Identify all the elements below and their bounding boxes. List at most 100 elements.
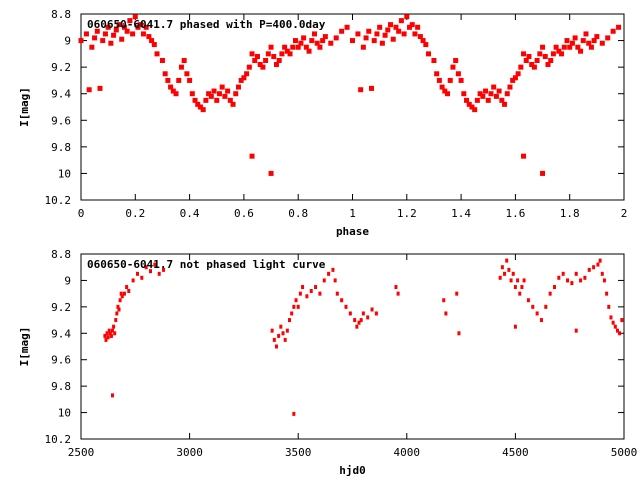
y-tick-label: 9 xyxy=(64,274,71,287)
data-point xyxy=(143,24,149,30)
data-point xyxy=(322,34,328,40)
data-point xyxy=(108,331,112,336)
data-point xyxy=(509,278,513,283)
data-point xyxy=(344,24,350,30)
data-point xyxy=(596,262,600,267)
data-point xyxy=(92,35,98,41)
x-tick-label: 1.8 xyxy=(560,207,580,220)
data-point xyxy=(127,18,133,24)
data-point xyxy=(105,331,109,336)
data-point xyxy=(252,58,258,63)
y-tick-label: 10 xyxy=(58,167,71,180)
data-point xyxy=(548,291,552,296)
data-point xyxy=(586,40,592,46)
data-point xyxy=(140,275,144,280)
data-point xyxy=(120,294,124,299)
data-point xyxy=(119,36,125,42)
plot-frame xyxy=(80,253,625,440)
y-tick-label: 10.2 xyxy=(45,194,72,207)
data-point xyxy=(105,24,111,30)
data-point xyxy=(279,51,285,57)
data-point xyxy=(146,34,152,40)
data-point xyxy=(374,311,378,316)
data-point xyxy=(200,107,206,113)
data-point xyxy=(149,269,153,274)
data-point xyxy=(162,267,166,272)
data-point xyxy=(457,331,461,336)
data-point xyxy=(111,32,117,38)
data-point xyxy=(279,324,283,329)
data-point xyxy=(615,328,619,333)
unphased-light-curve-panel: 2500 3000 3500 4000 4500 5000 8.8 9 9.2 9.4 9.6 9.8… xyxy=(18,248,637,477)
y-tick-label: 9 xyxy=(64,35,71,48)
x-tick-label: 1.2 xyxy=(397,207,417,220)
data-point xyxy=(404,14,410,20)
y-tick-label: 9.6 xyxy=(51,354,71,367)
data-point xyxy=(273,61,279,67)
data-point xyxy=(580,38,586,44)
data-point xyxy=(550,51,556,57)
data-point xyxy=(507,267,511,272)
data-point xyxy=(335,291,339,296)
data-point xyxy=(265,51,271,57)
data-point xyxy=(154,51,160,57)
data-point xyxy=(513,285,517,290)
x-tick-label: 0.2 xyxy=(125,207,145,220)
data-point xyxy=(277,333,281,338)
data-point xyxy=(529,61,535,67)
data-point xyxy=(125,285,129,290)
data-point xyxy=(611,320,615,325)
data-point xyxy=(306,48,312,54)
data-point xyxy=(374,31,380,37)
data-point xyxy=(561,271,565,276)
data-point xyxy=(288,318,292,323)
data-point xyxy=(257,61,263,67)
data-point xyxy=(249,153,255,159)
data-point xyxy=(227,97,233,103)
data-point xyxy=(281,331,285,336)
data-point xyxy=(110,328,114,333)
data-point xyxy=(600,271,604,276)
data-point xyxy=(314,285,318,290)
data-point xyxy=(107,328,111,333)
data-point xyxy=(355,324,359,329)
data-point xyxy=(320,38,326,44)
data-point xyxy=(268,44,274,50)
data-point xyxy=(276,58,282,63)
data-point xyxy=(507,84,513,90)
data-point xyxy=(311,31,317,37)
data-point xyxy=(124,28,130,34)
data-point xyxy=(357,320,361,325)
x-tick-label: 1.6 xyxy=(505,207,525,220)
data-point xyxy=(480,93,486,99)
data-point xyxy=(363,35,369,41)
data-point xyxy=(238,77,244,83)
data-point xyxy=(556,48,562,54)
data-point xyxy=(605,35,611,41)
data-point xyxy=(268,170,274,176)
y-tick-label: 10 xyxy=(58,407,71,420)
data-point xyxy=(170,88,176,94)
data-point xyxy=(285,328,289,333)
data-point xyxy=(445,91,451,97)
data-point xyxy=(303,44,309,50)
data-point xyxy=(491,84,497,90)
data-point xyxy=(455,71,461,77)
data-point xyxy=(442,88,448,94)
data-point xyxy=(271,54,277,60)
data-point xyxy=(331,267,335,272)
data-point xyxy=(360,44,366,50)
data-point xyxy=(149,38,155,44)
data-point xyxy=(290,311,294,316)
data-point xyxy=(225,88,231,94)
data-point xyxy=(353,318,357,323)
data-point xyxy=(512,75,518,81)
data-point xyxy=(327,271,331,276)
data-point xyxy=(287,51,293,57)
data-point xyxy=(119,291,123,296)
data-point xyxy=(455,291,459,296)
data-point xyxy=(542,54,548,60)
data-point xyxy=(613,324,617,329)
data-point xyxy=(292,304,296,309)
